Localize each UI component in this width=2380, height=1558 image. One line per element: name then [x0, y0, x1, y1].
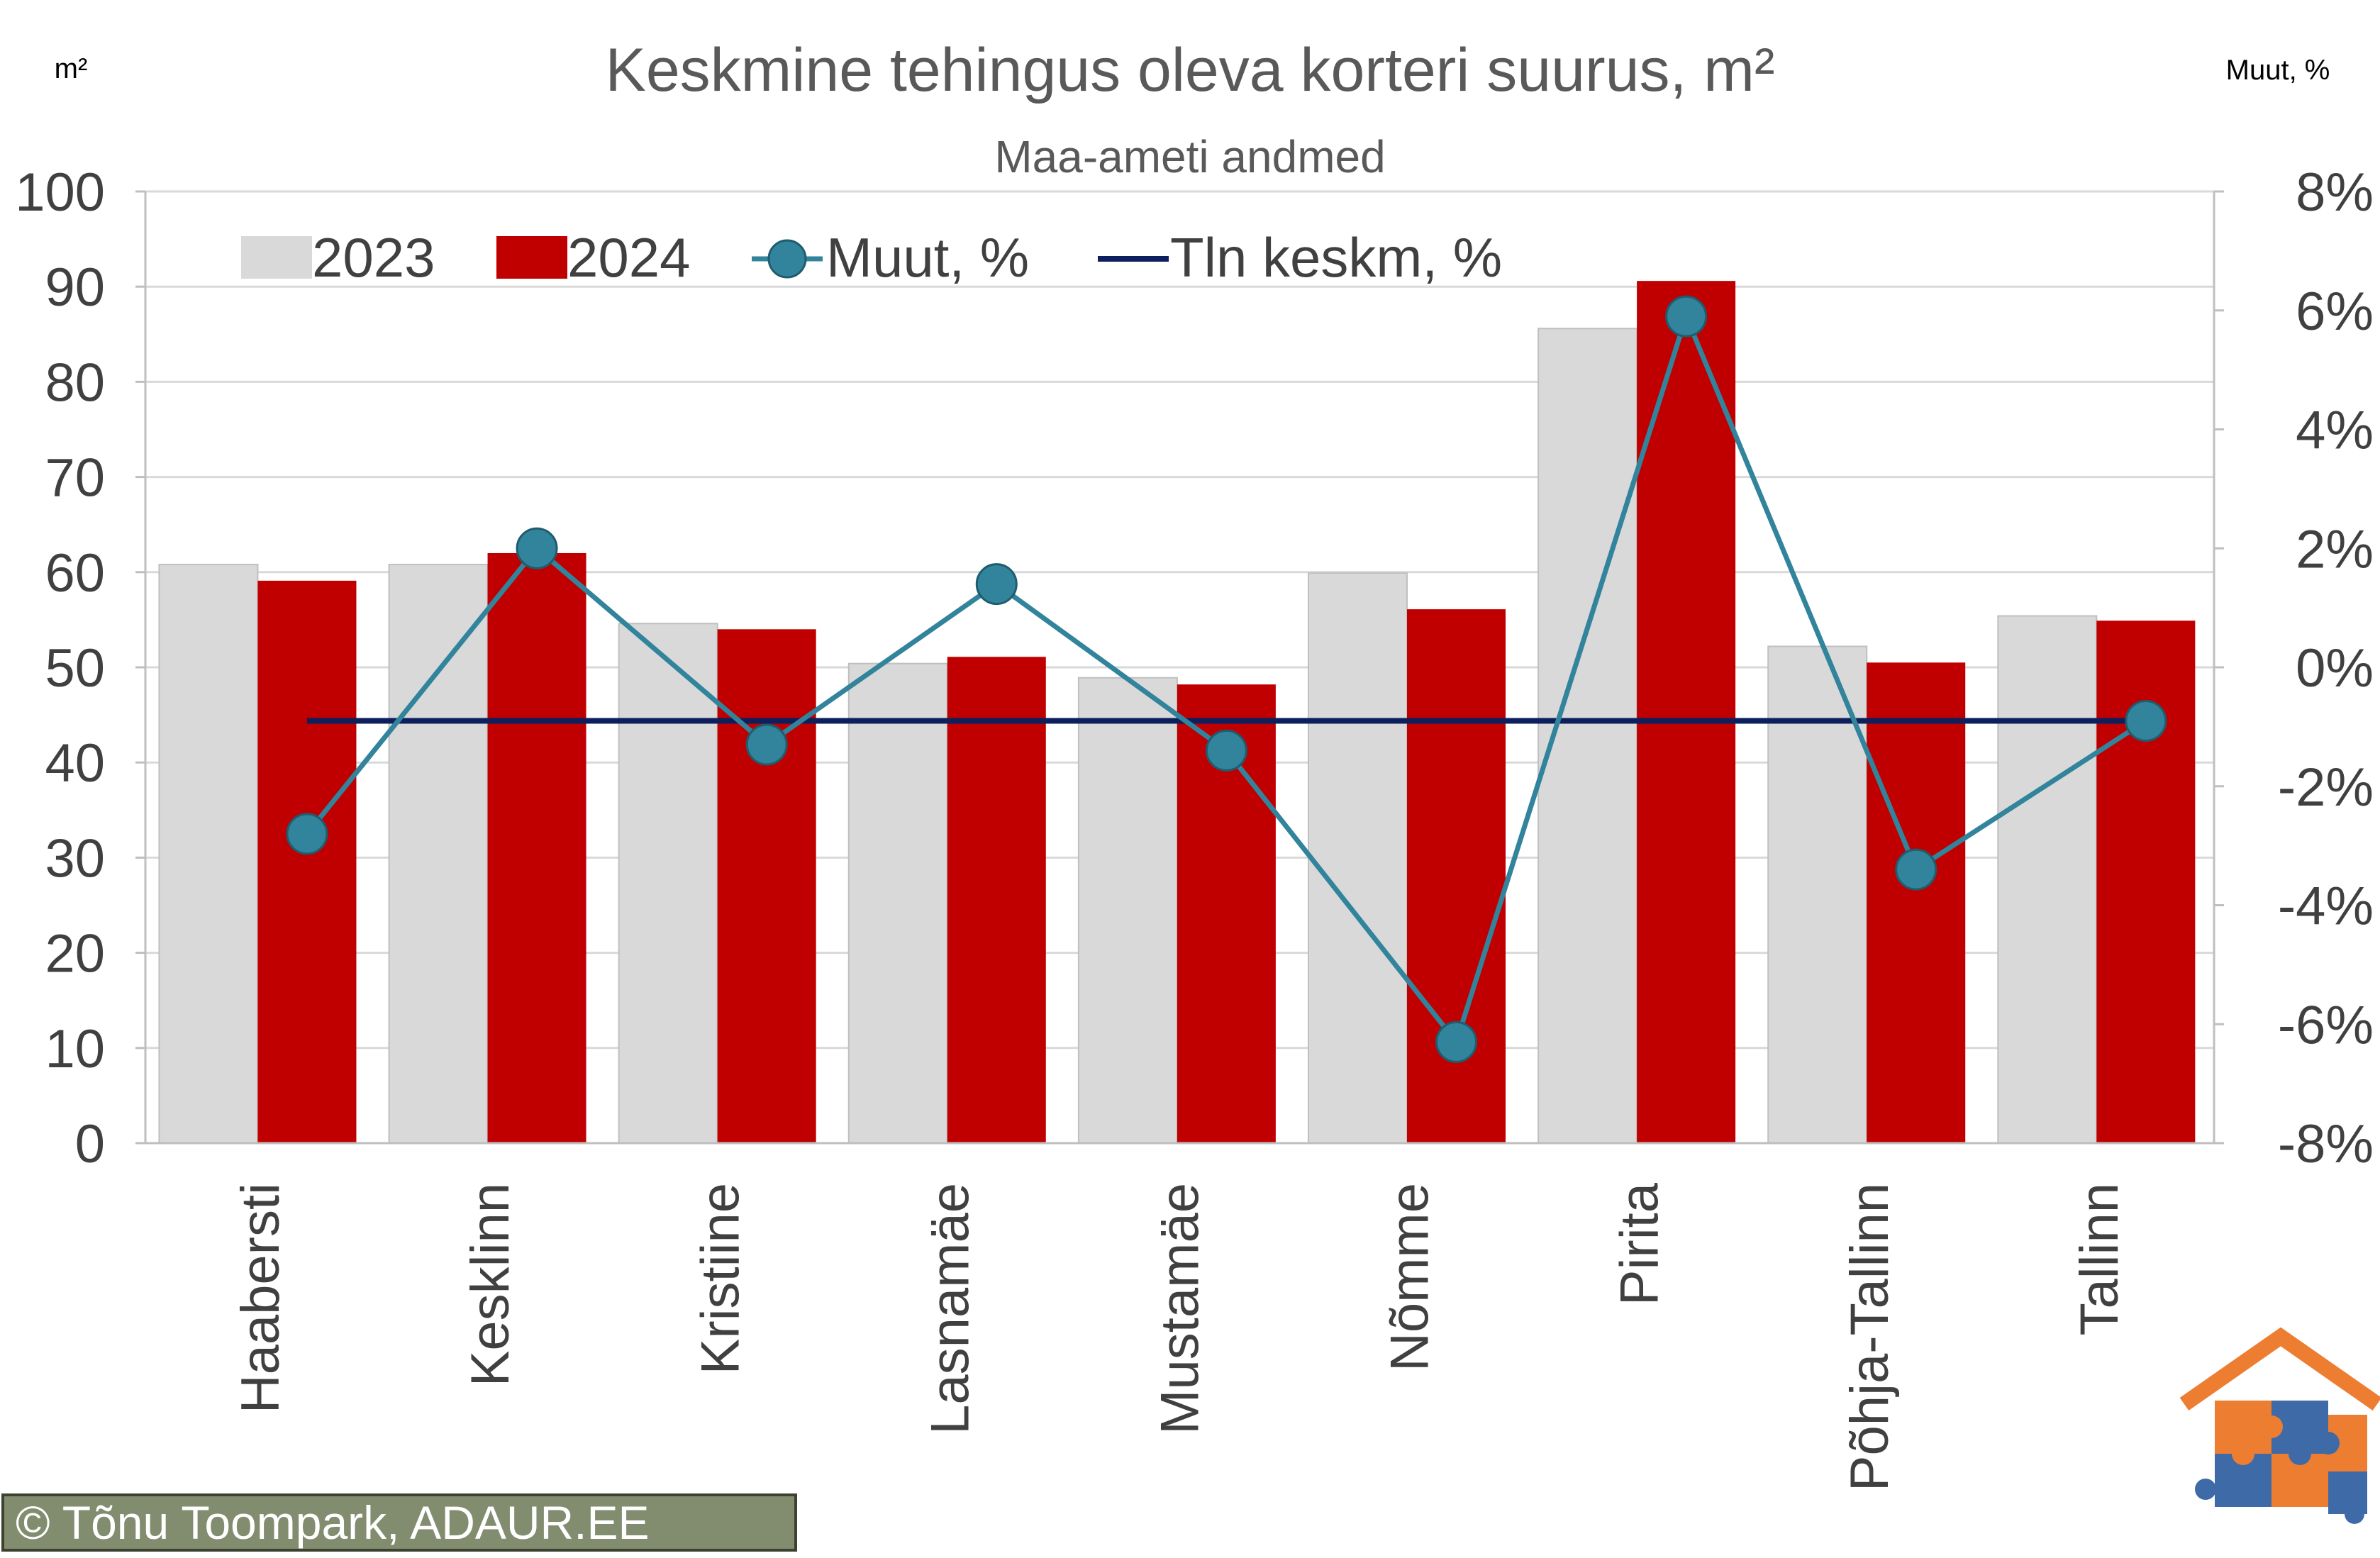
change-marker — [516, 527, 558, 569]
left-tick-label: 80 — [45, 352, 105, 413]
bar-2024 — [1867, 662, 1966, 1143]
logo-puzzle-tab-4 — [2317, 1432, 2340, 1454]
legend-label-2024: 2024 — [567, 226, 691, 289]
left-tick-label: 50 — [45, 638, 105, 699]
category-label: Haabersti — [230, 1183, 291, 1413]
bar-2024 — [947, 657, 1046, 1143]
legend-label-2023: 2023 — [312, 226, 435, 289]
bar-2023 — [1997, 615, 2098, 1144]
chart-subtitle: Maa-ameti andmed — [994, 131, 1385, 182]
category-label: Kesklinn — [460, 1183, 521, 1386]
legend: 2023 2024 Muut, % Tln keskm, % — [241, 226, 1502, 289]
bar-2024 — [1637, 281, 1736, 1144]
left-tick-label: 90 — [45, 257, 105, 318]
change-marker — [1435, 1020, 1478, 1063]
change-marker — [1895, 848, 1937, 891]
right-tick-label: -2% — [2278, 757, 2374, 818]
category-label: Tallinn — [2069, 1183, 2130, 1335]
change-marker — [745, 723, 788, 766]
right-tick-label: -4% — [2278, 877, 2374, 937]
right-tick-label: -6% — [2278, 995, 2374, 1055]
bar-2024 — [1407, 609, 1506, 1143]
legend-label-change: Muut, % — [826, 226, 1029, 289]
change-marker — [1205, 729, 1247, 772]
logo-puzzle-tab-3 — [2232, 1442, 2254, 1465]
copyright-background — [1, 1493, 797, 1552]
logo-puzzle-tab-1 — [2260, 1415, 2283, 1438]
change-line-group — [286, 295, 2167, 1063]
bar-2023 — [1308, 572, 1408, 1144]
left-axis-unit: m² — [55, 53, 88, 84]
legend-swatch-2023 — [241, 236, 312, 279]
copyright-text: © Tõnu Toompark, ADAUR.EE — [16, 1496, 650, 1549]
chart-title: Keskmine tehingus oleva korteri suurus, … — [605, 36, 1774, 104]
bar-2023 — [1767, 645, 1868, 1144]
left-tick-label: 20 — [45, 924, 105, 984]
change-marker — [975, 563, 1018, 606]
right-tick-label: -8% — [2278, 1114, 2374, 1174]
left-tick-label: 40 — [45, 733, 105, 794]
legend-swatch-2024 — [496, 236, 567, 279]
legend-label-avg: Tln keskm, % — [1170, 226, 1502, 289]
category-label: Põhja-Tallinn — [1840, 1183, 1900, 1491]
change-marker — [286, 813, 328, 855]
right-axis-unit: Muut, % — [2226, 55, 2330, 86]
bar-2023 — [158, 564, 259, 1144]
left-tick-label: 70 — [45, 448, 105, 508]
bar-2023 — [1077, 677, 1178, 1144]
right-tick-label: 4% — [2296, 401, 2374, 461]
left-axis-ticks: 0 10 20 30 40 50 60 70 80 90 100 — [15, 162, 145, 1174]
logo-puzzle-tab-2 — [2289, 1442, 2311, 1465]
bar-2023 — [388, 564, 489, 1144]
bar-2024 — [2096, 621, 2196, 1143]
category-labels: Haabersti Kesklinn Kristiine Lasnamäe Mustam… — [230, 1182, 2130, 1491]
category-label: Pirita — [1610, 1182, 1670, 1306]
category-label: Nõmme — [1380, 1183, 1440, 1371]
copyright-box: © Tõnu Toompark, ADAUR.EE — [1, 1493, 797, 1552]
right-tick-label: 6% — [2296, 282, 2374, 342]
right-axis-ticks: -8% -6% -4% -2% 0% 2% 4% 6% 8% — [2214, 162, 2374, 1174]
legend-swatch-change-marker — [767, 239, 807, 279]
bar-2023 — [618, 623, 718, 1144]
category-label: Kristiine — [690, 1183, 750, 1374]
left-tick-label: 0 — [75, 1114, 105, 1174]
adaur-logo — [2179, 1327, 2380, 1524]
left-tick-label: 100 — [15, 162, 105, 223]
bar-2023 — [847, 662, 948, 1144]
right-tick-label: 0% — [2296, 638, 2374, 699]
logo-roof — [2179, 1327, 2380, 1411]
right-tick-label: 2% — [2296, 519, 2374, 579]
category-label: Lasnamäe — [920, 1183, 980, 1435]
left-tick-label: 60 — [45, 543, 105, 603]
category-label: Mustamäe — [1150, 1183, 1211, 1435]
logo-puzzle-tab-5 — [2195, 1479, 2216, 1500]
change-marker — [2125, 699, 2167, 742]
change-marker — [1665, 295, 1708, 338]
logo-puzzle-tab-6 — [2345, 1504, 2364, 1524]
left-tick-label: 10 — [45, 1019, 105, 1079]
bar-2024 — [487, 552, 586, 1143]
right-tick-label: 8% — [2296, 162, 2374, 223]
left-tick-label: 30 — [45, 828, 105, 889]
bar-2024 — [257, 580, 357, 1143]
bar-2024 — [717, 629, 816, 1143]
